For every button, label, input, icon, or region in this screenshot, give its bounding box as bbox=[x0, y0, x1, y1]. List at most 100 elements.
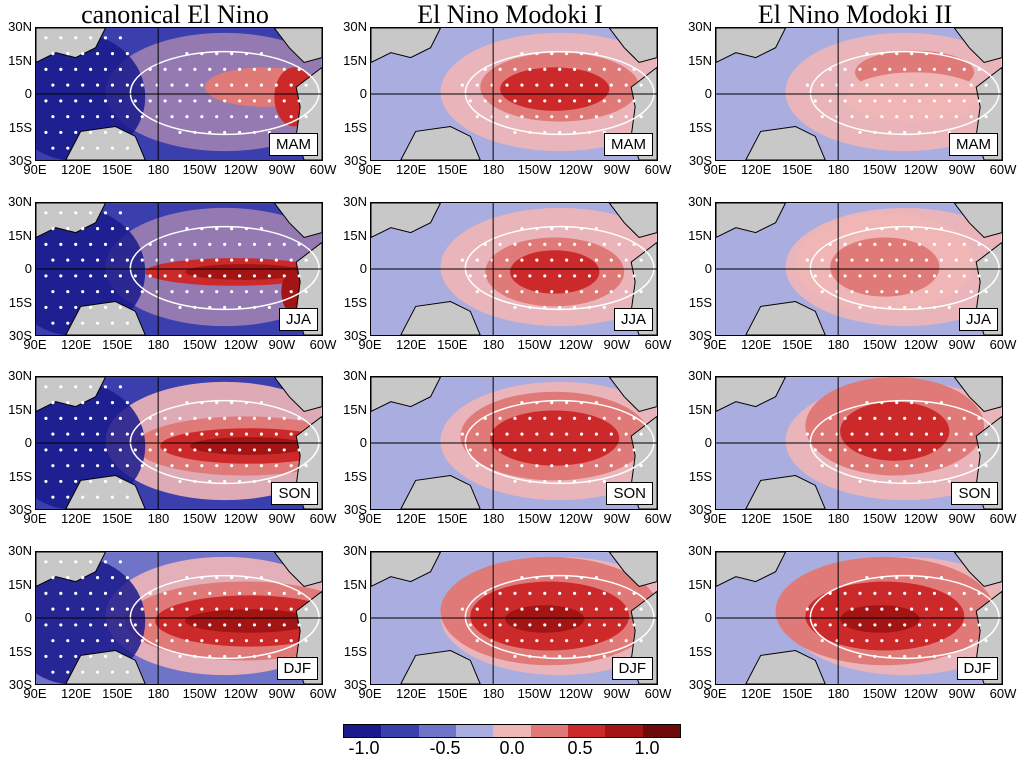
stipple-dot bbox=[95, 258, 100, 262]
stipple-dot bbox=[917, 305, 922, 309]
lat-tick-label: 30S bbox=[8, 328, 32, 343]
stipple-dot bbox=[528, 416, 532, 420]
stipple-dot bbox=[639, 83, 643, 87]
stipple-dot bbox=[843, 67, 847, 71]
lon-tick-label: 90E bbox=[358, 162, 382, 177]
stipple-dot bbox=[51, 464, 55, 468]
stipple-dot bbox=[498, 99, 502, 103]
lon-tick-label: 120W bbox=[223, 162, 258, 177]
land-mass bbox=[953, 28, 1002, 64]
stipple-dot bbox=[252, 130, 257, 134]
stipple-dot bbox=[632, 242, 636, 246]
land-mass bbox=[745, 125, 826, 160]
stipple-dot bbox=[66, 432, 70, 436]
stipple-dot bbox=[873, 274, 877, 278]
stipple-dot bbox=[843, 416, 847, 420]
stipple-dot bbox=[483, 416, 487, 420]
stipple-dot bbox=[565, 639, 569, 643]
stipple-dot bbox=[468, 623, 472, 627]
stipple-dot bbox=[917, 99, 922, 103]
lon-tick-label: 120E bbox=[60, 337, 92, 352]
stipple-dot bbox=[230, 464, 234, 468]
stipple-dot bbox=[572, 242, 577, 246]
stipple-dot bbox=[74, 130, 78, 134]
lat-tick-label: 15S bbox=[343, 119, 367, 135]
stipple-dot bbox=[185, 464, 189, 468]
stipple-dot bbox=[535, 639, 539, 643]
stipple-dot bbox=[148, 67, 152, 71]
stipple-dot bbox=[185, 290, 189, 294]
lat-tick-label: 15S bbox=[8, 468, 32, 484]
lat-tick-label: 15S bbox=[688, 119, 712, 135]
stipple-dot bbox=[895, 227, 899, 231]
lat-tick-label: 15N bbox=[688, 227, 712, 243]
stipple-dot bbox=[513, 242, 517, 246]
stipple-dot bbox=[148, 274, 152, 278]
sst-anomaly-map bbox=[36, 203, 322, 335]
land-mass bbox=[273, 377, 322, 413]
stipple-dot bbox=[252, 479, 257, 483]
stipple-dot bbox=[873, 416, 877, 420]
stipple-dot bbox=[558, 654, 562, 658]
stipple-dot bbox=[543, 591, 547, 595]
lat-tick-label: 0 bbox=[359, 261, 367, 276]
lon-tick-label: 90W bbox=[948, 337, 976, 352]
lat-tick-label: 30S bbox=[688, 153, 712, 168]
stipple-dot bbox=[903, 274, 907, 278]
stipple-dot bbox=[193, 305, 197, 309]
stipple-dot bbox=[118, 479, 122, 483]
stipple-dot bbox=[880, 607, 884, 611]
stipple-dot bbox=[624, 607, 628, 611]
stipple-dot bbox=[828, 591, 832, 595]
lon-tick-label: 180 bbox=[147, 162, 170, 177]
stipple-dot bbox=[148, 242, 152, 246]
stipple-dot bbox=[74, 416, 78, 420]
stipple-dot bbox=[924, 432, 929, 436]
stipple-dot bbox=[81, 670, 85, 674]
stipple-dot bbox=[252, 305, 257, 309]
stipple-dot bbox=[550, 52, 554, 56]
stipple-dot bbox=[95, 290, 100, 294]
stipple-dot bbox=[103, 560, 108, 564]
stipple-dot bbox=[954, 83, 958, 87]
stipple-dot bbox=[125, 115, 129, 119]
stipple-dot bbox=[185, 52, 189, 56]
stipple-dot bbox=[297, 274, 301, 278]
stipple-dot bbox=[163, 99, 167, 103]
stipple-dot bbox=[602, 448, 606, 452]
stipple-dot bbox=[223, 130, 227, 134]
stipple-dot bbox=[632, 416, 636, 420]
map-panel: SON bbox=[35, 376, 323, 510]
stipple-dot bbox=[984, 115, 988, 119]
colorbar-swatch bbox=[642, 725, 680, 737]
stipple-dot bbox=[267, 242, 271, 246]
stipple-dot bbox=[820, 607, 824, 611]
stipple-dot bbox=[520, 258, 524, 262]
stipple-dot bbox=[873, 479, 877, 483]
stipple-dot bbox=[624, 290, 628, 294]
stipple-dot bbox=[185, 83, 189, 87]
stipple-dot bbox=[565, 227, 569, 231]
stipple-dot bbox=[888, 448, 892, 452]
stipple-dot bbox=[624, 258, 628, 262]
stipple-dot bbox=[954, 432, 958, 436]
stipple-dot bbox=[903, 479, 907, 483]
stipple-dot bbox=[984, 607, 988, 611]
lat-tick-label: 30S bbox=[343, 328, 367, 343]
lat-tick-label: 15S bbox=[688, 294, 712, 310]
lat-tick-label: 15S bbox=[343, 643, 367, 659]
stipple-dot bbox=[215, 52, 219, 56]
stipple-dot bbox=[215, 464, 219, 468]
stipple-dot bbox=[140, 115, 144, 119]
stipple-dot bbox=[873, 67, 877, 71]
stipple-dot bbox=[44, 479, 48, 483]
stipple-dot bbox=[858, 130, 862, 134]
stipple-dot bbox=[259, 639, 264, 643]
significance-stipple bbox=[460, 576, 643, 658]
stipple-dot bbox=[624, 464, 628, 468]
stipple-dot bbox=[572, 99, 577, 103]
stipple-dot bbox=[969, 464, 973, 468]
anomaly-region bbox=[500, 67, 610, 111]
stipple-dot bbox=[505, 115, 509, 119]
stipple-dot bbox=[74, 305, 78, 309]
